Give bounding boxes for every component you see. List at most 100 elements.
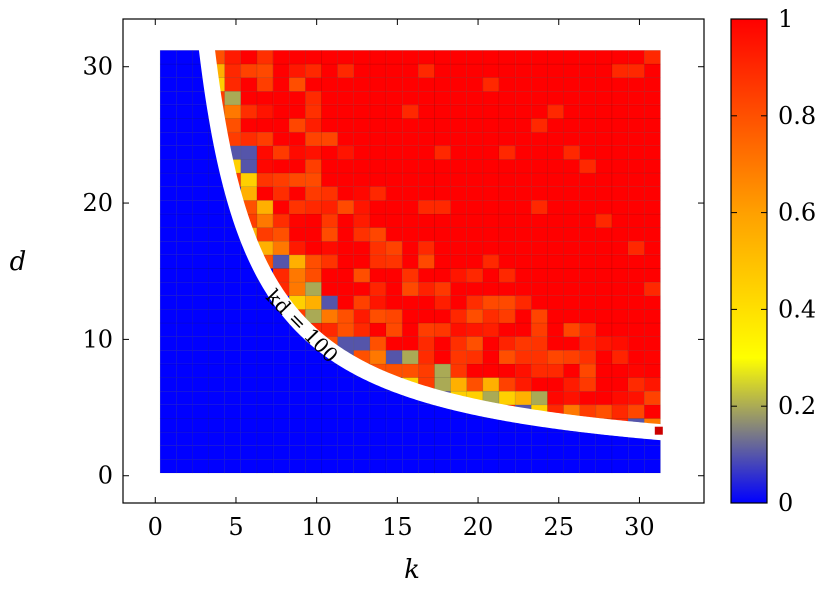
- heatmap-cell: [401, 159, 419, 174]
- heatmap-cell: [595, 322, 613, 337]
- heatmap-cell: [563, 363, 580, 378]
- heatmap-cell: [579, 295, 597, 310]
- heatmap-cell: [531, 309, 548, 324]
- heatmap-cell: [434, 63, 451, 78]
- heatmap-cell: [240, 390, 258, 406]
- heatmap-cell: [305, 186, 322, 201]
- heatmap-cell: [514, 213, 532, 228]
- heatmap-cell: [563, 200, 580, 215]
- heatmap-cell: [514, 63, 532, 78]
- heatmap-cell: [547, 91, 564, 106]
- heatmap-cell: [176, 281, 193, 297]
- heatmap-cell: [256, 172, 274, 187]
- heatmap-cell: [385, 268, 403, 283]
- heatmap-cell: [321, 295, 338, 310]
- heatmap-cell: [547, 200, 564, 215]
- heatmap-cell: [176, 159, 193, 174]
- heatmap-cell: [272, 431, 290, 446]
- heatmap-cell: [369, 268, 387, 283]
- heatmap-cell: [498, 254, 516, 269]
- heatmap-cell: [466, 268, 484, 283]
- heatmap-cell: [240, 186, 258, 201]
- heatmap-cell: [531, 322, 548, 337]
- heatmap-cell: [240, 172, 258, 187]
- heatmap-cell: [288, 363, 306, 378]
- heatmap-cell: [514, 445, 532, 460]
- heatmap-cell: [644, 350, 661, 365]
- heatmap-cell: [450, 254, 468, 269]
- heatmap-cell: [418, 404, 435, 419]
- heatmap-cell: [256, 77, 274, 92]
- heatmap-cell: [644, 268, 661, 283]
- heatmap-cell: [240, 363, 258, 378]
- heatmap-cell: [159, 268, 177, 283]
- heatmap-cell: [256, 445, 274, 460]
- heatmap-cell: [256, 104, 274, 119]
- heatmap-cell: [579, 309, 597, 324]
- heatmap-cell: [547, 104, 564, 119]
- heatmap-cell: [563, 390, 580, 406]
- heatmap-cell: [450, 418, 468, 433]
- heatmap-cell: [369, 322, 387, 337]
- heatmap-cell: [321, 268, 338, 283]
- heatmap-cell: [498, 104, 516, 119]
- heatmap-cell: [627, 227, 645, 242]
- heatmap-cell: [240, 50, 258, 65]
- heatmap-cell: [531, 350, 548, 365]
- heatmap-cell: [627, 213, 645, 228]
- heatmap-cell: [434, 159, 451, 174]
- heatmap-cell: [353, 200, 371, 215]
- heatmap-cell: [353, 145, 371, 160]
- heatmap-cell: [547, 227, 564, 242]
- heatmap-cell: [627, 390, 645, 406]
- heatmap-cell: [611, 200, 629, 215]
- heatmap-cell: [644, 63, 661, 78]
- heatmap-cell: [644, 91, 661, 106]
- heatmap-cell: [272, 200, 290, 215]
- heatmap-cell: [401, 227, 419, 242]
- heatmap-cell: [159, 50, 177, 65]
- heatmap-cell: [482, 363, 500, 378]
- heatmap-cell: [369, 145, 387, 160]
- heatmap-cell: [272, 159, 290, 174]
- heatmap-cell: [176, 104, 193, 119]
- heatmap-cell: [514, 377, 532, 392]
- heatmap-cell: [192, 227, 209, 242]
- heatmap-cell: [401, 404, 419, 419]
- heatmap-cell: [450, 281, 468, 297]
- heatmap-cell: [563, 145, 580, 160]
- heatmap-cell: [595, 268, 613, 283]
- heatmap-cell: [321, 445, 338, 460]
- heatmap-cell: [256, 418, 274, 433]
- heatmap-cell: [418, 131, 435, 147]
- heatmap-cell: [159, 350, 177, 365]
- heatmap-cell: [176, 322, 193, 337]
- heatmap-cell: [337, 118, 355, 133]
- heatmap-cell: [369, 404, 387, 419]
- heatmap-cell: [305, 268, 322, 283]
- heatmap-cell: [579, 50, 597, 65]
- heatmap-cell: [305, 418, 322, 433]
- heatmap-cell: [547, 295, 564, 310]
- heatmap-cell: [305, 200, 322, 215]
- heatmap-cell: [337, 131, 355, 147]
- heatmap-cell: [272, 91, 290, 106]
- heatmap-cell: [611, 404, 629, 419]
- heatmap-cell: [272, 459, 290, 474]
- heatmap-cell: [176, 431, 193, 446]
- heatmap-cell: [498, 91, 516, 106]
- heatmap-cell: [611, 213, 629, 228]
- heatmap-cell: [466, 118, 484, 133]
- heatmap-cell: [547, 63, 564, 78]
- heatmap-cell: [418, 322, 435, 337]
- heatmap-cell: [466, 363, 484, 378]
- x-tick-label: 10: [301, 513, 332, 541]
- heatmap-cell: [176, 309, 193, 324]
- plot-frame: [122, 18, 705, 504]
- heatmap-cell: [224, 295, 242, 310]
- heatmap-cell: [305, 63, 322, 78]
- heatmap-cell: [401, 77, 419, 92]
- heatmap-cell: [563, 350, 580, 365]
- heatmap-cell: [321, 213, 338, 228]
- heatmap-cell: [434, 145, 451, 160]
